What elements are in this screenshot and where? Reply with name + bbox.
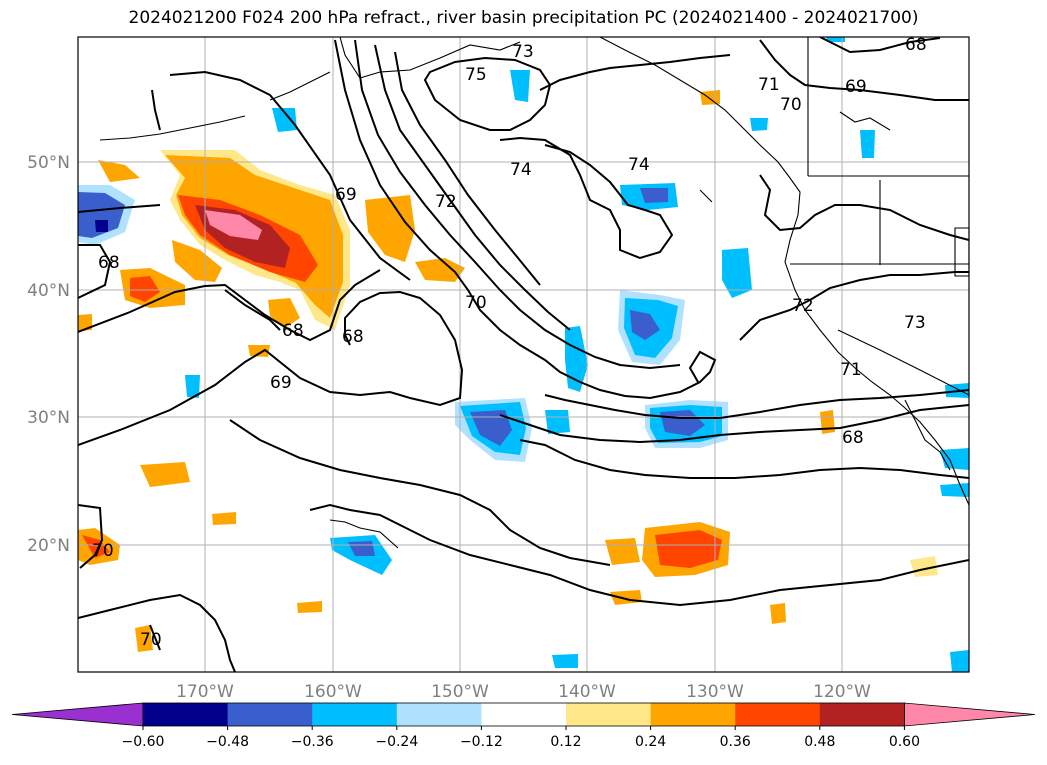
colorbar-segment [819, 703, 905, 726]
latitude-label: 20°N [27, 536, 70, 556]
precip-negative-region [640, 188, 668, 203]
colorbar-tick-label: 0.48 [804, 734, 835, 750]
graticule [78, 37, 969, 672]
precip-negative-region [510, 70, 530, 102]
precip-positive-region [82, 535, 110, 558]
precip-negative-region [470, 410, 512, 446]
colorbar-segment [396, 703, 482, 726]
coastlines [99, 37, 969, 549]
colorbar: −0.60 −0.48 −0.36 −0.24 −0.12 0.12 0.24 0.36 0.4… [11, 702, 1036, 750]
contour-label: 69 [335, 185, 357, 205]
colorbar-tick-label: −0.12 [460, 734, 503, 750]
precip-positive-region [365, 195, 415, 262]
colorbar-segment [650, 703, 736, 726]
colorbar-tick-label: 0.36 [720, 734, 751, 750]
colorbar-segment [143, 703, 229, 726]
precip-negative-region [565, 326, 588, 392]
precip-negative-region [940, 483, 969, 497]
precipitation-fill-layer [78, 37, 969, 672]
contour-label: 68 [98, 253, 120, 273]
contour-label: 71 [840, 360, 862, 380]
precip-negative-region [630, 310, 660, 340]
map-panel [78, 37, 969, 672]
colorbar-tick-label: 0.12 [550, 734, 581, 750]
latitude-axis: 50°N 40°N 30°N 20°N [27, 153, 70, 556]
precip-positive-region [212, 512, 236, 525]
colorbar-tick-label: −0.36 [291, 734, 334, 750]
latitude-label: 50°N [27, 153, 70, 173]
colorbar-extension-low [11, 702, 144, 727]
refractivity-contours [78, 37, 969, 672]
longitude-label: 130°W [686, 682, 744, 702]
contour-label: 72 [435, 192, 457, 212]
contour-label: 73 [904, 313, 926, 333]
colorbar-segment [735, 703, 821, 726]
precip-negative-region [78, 192, 125, 238]
longitude-axis: 170°W 160°W 150°W 140°W 130°W 120°W [176, 682, 871, 702]
precip-positive-region [820, 410, 835, 434]
colorbar-tick-label: −0.60 [122, 734, 165, 750]
colorbar-segment [227, 703, 313, 726]
contour-label: 68 [842, 428, 864, 448]
precip-negative-region [950, 650, 969, 672]
contour-labels: 73 75 74 74 72 69 68 68 68 69 70 72 73 7… [92, 35, 927, 650]
contour-label: 68 [282, 321, 304, 341]
contour-label: 70 [140, 630, 162, 650]
contour-label: 75 [465, 65, 487, 85]
precip-positive-region [248, 345, 270, 357]
latitude-label: 40°N [27, 281, 70, 301]
precip-positive-region [130, 276, 160, 302]
contour-label: 73 [512, 42, 534, 62]
precip-negative-region [722, 248, 752, 298]
contour-label: 74 [510, 160, 532, 180]
precip-negative-region [750, 118, 768, 131]
precip-positive-region [205, 210, 262, 240]
contour-label: 68 [342, 327, 364, 347]
map-title: 2024021200 F024 200 hPa refract., river … [128, 8, 919, 28]
precip-positive-region [98, 160, 140, 182]
map-frame [77, 36, 970, 673]
precip-negative-region [95, 220, 108, 232]
precip-positive-region [297, 601, 322, 613]
precip-positive-region [78, 314, 92, 331]
precip-negative-region [552, 654, 578, 668]
contour-label: 74 [628, 155, 650, 175]
contour-label: 71 [758, 75, 780, 95]
contour-label: 70 [92, 541, 114, 561]
contour-label: 69 [270, 373, 292, 393]
longitude-label: 120°W [813, 682, 871, 702]
colorbar-segment [481, 703, 567, 726]
longitude-label: 140°W [558, 682, 616, 702]
colorbar-tick-label: −0.48 [206, 734, 249, 750]
longitude-label: 170°W [176, 682, 234, 702]
contour-label: 72 [792, 296, 814, 316]
colorbar-tick-label: −0.24 [375, 734, 418, 750]
colorbar-tick-label: 0.24 [635, 734, 666, 750]
latitude-label: 30°N [27, 408, 70, 428]
precip-positive-region [700, 90, 720, 105]
contour-label: 70 [465, 293, 487, 313]
colorbar-segment [312, 703, 398, 726]
colorbar-segment [566, 703, 652, 726]
precip-positive-region [655, 530, 722, 568]
colorbar-frame [142, 702, 905, 727]
precip-positive-region [770, 603, 786, 624]
colorbar-tick-label: 0.60 [889, 734, 920, 750]
precip-negative-region [860, 130, 875, 158]
contour-label: 70 [780, 95, 802, 115]
colorbar-extension-high [904, 702, 1036, 727]
contour-label: 68 [905, 35, 927, 55]
precip-negative-region [272, 108, 297, 132]
precip-negative-region [185, 375, 200, 398]
contour-label: 69 [845, 77, 867, 97]
precip-negative-region [545, 410, 570, 434]
precip-positive-region [172, 240, 222, 282]
precip-positive-region [140, 462, 190, 487]
longitude-label: 150°W [431, 682, 489, 702]
precip-negative-region [826, 37, 845, 42]
precip-positive-region [415, 258, 465, 282]
longitude-label: 160°W [304, 682, 362, 702]
precip-positive-region [135, 625, 153, 652]
